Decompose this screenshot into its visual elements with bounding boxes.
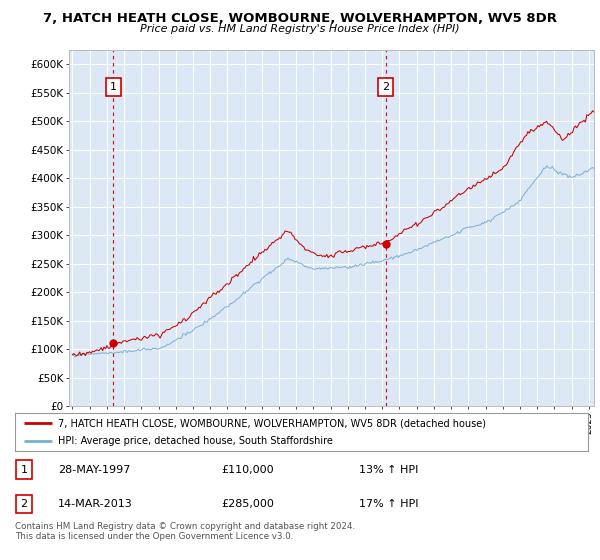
Text: Contains HM Land Registry data © Crown copyright and database right 2024.
This d: Contains HM Land Registry data © Crown c… [15, 522, 355, 542]
Text: 1: 1 [20, 465, 28, 475]
Text: 17% ↑ HPI: 17% ↑ HPI [359, 499, 418, 509]
Text: 2: 2 [20, 499, 28, 509]
Text: £110,000: £110,000 [221, 465, 274, 475]
Text: 7, HATCH HEATH CLOSE, WOMBOURNE, WOLVERHAMPTON, WV5 8DR: 7, HATCH HEATH CLOSE, WOMBOURNE, WOLVERH… [43, 12, 557, 25]
Text: £285,000: £285,000 [221, 499, 274, 509]
Text: 7, HATCH HEATH CLOSE, WOMBOURNE, WOLVERHAMPTON, WV5 8DR (detached house): 7, HATCH HEATH CLOSE, WOMBOURNE, WOLVERH… [58, 418, 486, 428]
Text: HPI: Average price, detached house, South Staffordshire: HPI: Average price, detached house, Sout… [58, 436, 333, 446]
Text: 1: 1 [110, 82, 117, 92]
Text: 2: 2 [382, 82, 389, 92]
Text: 14-MAR-2013: 14-MAR-2013 [58, 499, 133, 509]
Text: 13% ↑ HPI: 13% ↑ HPI [359, 465, 418, 475]
Text: 28-MAY-1997: 28-MAY-1997 [58, 465, 130, 475]
Text: Price paid vs. HM Land Registry's House Price Index (HPI): Price paid vs. HM Land Registry's House … [140, 24, 460, 34]
